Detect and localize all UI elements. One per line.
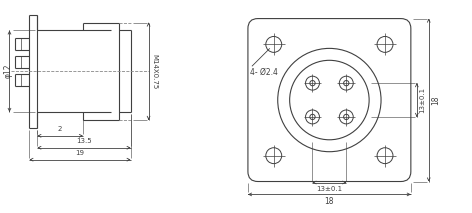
- Text: 2: 2: [58, 126, 62, 132]
- Text: 19: 19: [76, 150, 84, 156]
- Text: 13.5: 13.5: [76, 138, 92, 144]
- Text: 13±0.1: 13±0.1: [419, 87, 425, 113]
- Text: 18: 18: [325, 197, 334, 206]
- Text: 13±0.1: 13±0.1: [316, 186, 343, 193]
- Text: M14X0.75: M14X0.75: [152, 54, 158, 89]
- Text: φ12: φ12: [4, 64, 13, 78]
- Text: 4- Ø2.4: 4- Ø2.4: [250, 68, 278, 77]
- Text: 18: 18: [431, 95, 440, 105]
